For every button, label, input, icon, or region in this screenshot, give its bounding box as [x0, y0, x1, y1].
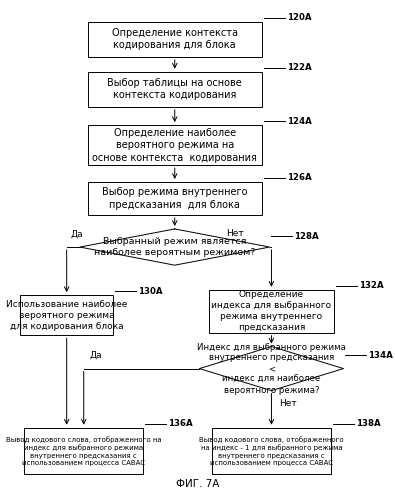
FancyBboxPatch shape — [88, 72, 262, 107]
Text: 126A: 126A — [287, 174, 311, 182]
Text: Вывод кодового слова, отображенного на
индекс для выбранного режима
внутреннего : Вывод кодового слова, отображенного на и… — [6, 436, 162, 466]
Text: 122A: 122A — [287, 63, 311, 72]
Text: Да: Да — [89, 351, 102, 360]
FancyBboxPatch shape — [88, 182, 262, 215]
Text: Вывод кодового слова, отображенного
на индекс - 1 для выбранного режима
внутренн: Вывод кодового слова, отображенного на и… — [199, 436, 344, 466]
FancyBboxPatch shape — [209, 290, 334, 333]
Text: ФИГ. 7А: ФИГ. 7А — [176, 479, 219, 489]
FancyBboxPatch shape — [20, 295, 113, 336]
FancyBboxPatch shape — [88, 22, 262, 57]
FancyBboxPatch shape — [88, 125, 262, 165]
Text: 128A: 128A — [294, 232, 319, 240]
Text: Индекс для выбранного режима
внутреннего предсказания
<
индекс для наиболее
веро: Индекс для выбранного режима внутреннего… — [197, 342, 346, 394]
Text: 130A: 130A — [138, 286, 162, 296]
Text: 124A: 124A — [287, 116, 311, 126]
Polygon shape — [80, 229, 269, 265]
Text: Определение контекста
кодирования для блока: Определение контекста кодирования для бл… — [112, 28, 238, 50]
FancyBboxPatch shape — [212, 428, 331, 474]
Text: 134A: 134A — [368, 351, 393, 360]
Text: Использование наиболее
вероятного режима
для кодирования блока: Использование наиболее вероятного режима… — [6, 300, 127, 331]
FancyBboxPatch shape — [24, 428, 143, 474]
Text: Выбор режима внутреннего
предсказания  для блока: Выбор режима внутреннего предсказания дл… — [102, 188, 248, 210]
Text: 120A: 120A — [287, 13, 311, 22]
Polygon shape — [199, 346, 344, 391]
Text: Выбранный режим является
наиболее вероятным режимом?: Выбранный режим является наиболее вероят… — [94, 237, 256, 257]
Text: Нет: Нет — [279, 400, 297, 408]
Text: 136A: 136A — [168, 419, 193, 428]
Text: Определение наиболее
вероятного режима на
основе контекста  кодирования: Определение наиболее вероятного режима н… — [92, 128, 257, 162]
Text: 138A: 138A — [356, 419, 380, 428]
Text: Да: Да — [70, 229, 83, 238]
Text: Нет: Нет — [226, 229, 244, 238]
Text: 132A: 132A — [359, 282, 383, 290]
Text: Выбор таблицы на основе
контекста кодирования: Выбор таблицы на основе контекста кодиро… — [107, 78, 242, 100]
Text: Определение
индекса для выбранного
режима внутреннего
предсказания: Определение индекса для выбранного режим… — [211, 290, 331, 333]
